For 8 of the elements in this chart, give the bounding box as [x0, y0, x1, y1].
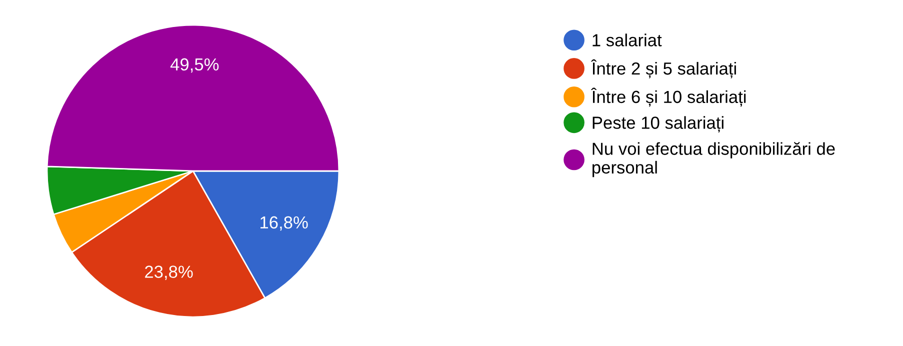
- legend-label: Între 6 și 10 salariați: [591, 88, 746, 107]
- legend-label: Peste 10 salariați: [592, 116, 724, 132]
- data-label: 23,8%: [145, 266, 193, 280]
- legend-label: Nu voi efectua disponibilizări de personal: [592, 142, 835, 178]
- legend-label: 1 salariat: [592, 34, 662, 46]
- legend-label: Între 2 și 5 salariați: [591, 59, 736, 78]
- data-label: 49,5%: [170, 58, 219, 73]
- data-label: 16,8%: [260, 216, 308, 231]
